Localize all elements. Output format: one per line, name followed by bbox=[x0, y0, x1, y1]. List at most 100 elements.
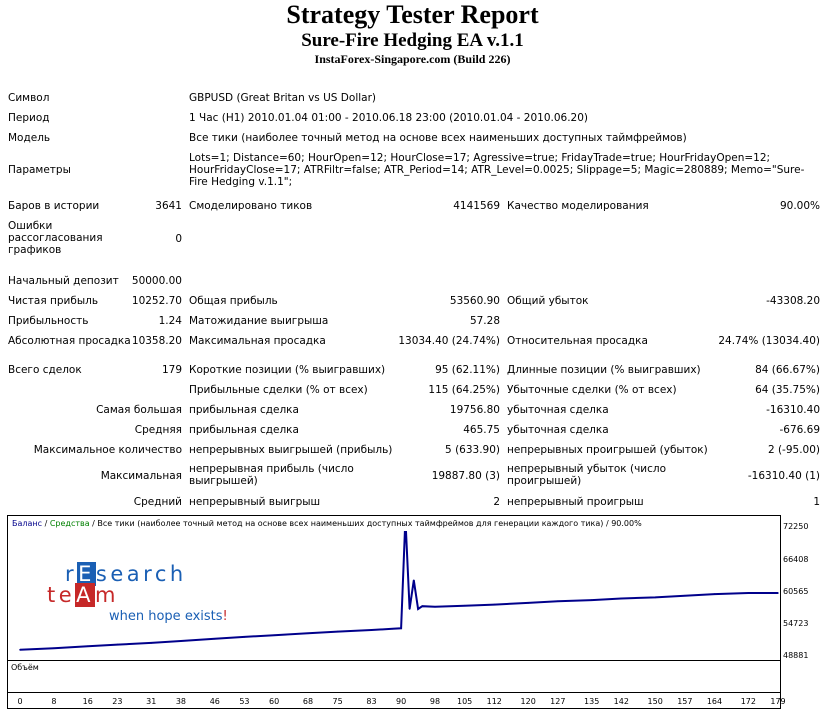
data-point bbox=[273, 634, 275, 636]
x-tick-label: 135 bbox=[584, 697, 600, 706]
profit-factor-label: Прибыльность bbox=[8, 315, 89, 327]
deposit-value: 50000.00 bbox=[131, 275, 182, 287]
y-tick-label: 54723 bbox=[783, 619, 809, 628]
avg-label: Средний bbox=[133, 496, 182, 508]
avg-consec-losses-value: 1 bbox=[813, 496, 820, 508]
data-point bbox=[400, 627, 402, 630]
data-point bbox=[421, 605, 424, 607]
logo-team-post: m bbox=[95, 583, 119, 607]
data-point bbox=[391, 628, 394, 630]
data-point bbox=[590, 599, 593, 601]
largest-profit-value: 19756.80 bbox=[449, 404, 500, 416]
average-loss-label: убыточная сделка bbox=[507, 424, 609, 436]
ticks-value: 4141569 bbox=[453, 200, 500, 212]
data-point bbox=[463, 604, 466, 607]
data-point bbox=[150, 642, 153, 644]
largest-loss-value: -16310.40 bbox=[766, 404, 820, 416]
long-positions-label: Длинные позиции (% выигравших) bbox=[507, 364, 701, 376]
max-consec-profit-label: непрерывная прибыль (число выигрышей) bbox=[189, 463, 354, 487]
gross-loss-value: -43308.20 bbox=[766, 295, 820, 307]
data-point bbox=[557, 600, 559, 602]
max-drawdown-label: Максимальная просадка bbox=[189, 335, 326, 347]
max-drawdown-value: 13034.40 (24.74%) bbox=[398, 335, 500, 347]
quality-label: Качество моделирования bbox=[507, 200, 649, 212]
quality-value: 90.00% bbox=[779, 200, 820, 212]
series-line-0 bbox=[19, 531, 778, 651]
symbol-value: GBPUSD (Great Britan vs US Dollar) bbox=[189, 92, 376, 104]
logo-team-pre: te bbox=[47, 583, 76, 607]
legend-separator: / bbox=[42, 519, 50, 528]
x-tick-label: 98 bbox=[429, 697, 441, 706]
long-positions-value: 84 (66.67%) bbox=[755, 364, 820, 376]
x-tick-label: 112 bbox=[486, 697, 502, 706]
logo-tagline: when hope exists! bbox=[109, 609, 228, 624]
ticks-label: Смоделировано тиков bbox=[189, 200, 313, 212]
data-point bbox=[434, 606, 436, 608]
data-point bbox=[336, 630, 339, 633]
data-point bbox=[87, 645, 89, 647]
net-profit-label: Чистая прибыль bbox=[8, 295, 99, 307]
gross-loss-label: Общий убыток bbox=[507, 295, 589, 307]
volume-panel: Объём bbox=[8, 660, 780, 693]
volume-label: Объём bbox=[11, 663, 39, 672]
data-point bbox=[408, 608, 411, 610]
average-profit-value: 465.75 bbox=[463, 424, 500, 436]
profit-factor-value: 1.24 bbox=[158, 315, 182, 327]
x-tick-label: 60 bbox=[268, 697, 280, 706]
report-subtitle: Sure-Fire Hedging EA v.1.1 bbox=[301, 30, 524, 51]
data-point bbox=[684, 594, 686, 597]
rel-drawdown-label: Относительная просадка bbox=[507, 335, 648, 347]
x-tick-label: 23 bbox=[112, 697, 123, 706]
total-trades-label: Всего сделок bbox=[8, 364, 82, 376]
total-trades-value: 179 bbox=[161, 364, 182, 376]
short-positions-value: 95 (62.11%) bbox=[435, 364, 500, 376]
abs-drawdown-label: Абсолютная просадка bbox=[8, 335, 131, 347]
data-point bbox=[19, 649, 21, 651]
y-tick-label: 66408 bbox=[783, 555, 809, 564]
x-tick-label: 16 bbox=[82, 697, 93, 706]
params-label: Параметры bbox=[8, 164, 71, 176]
logo-tagline-bang: ! bbox=[222, 609, 228, 624]
largest-profit-label: прибыльная сделка bbox=[189, 404, 299, 416]
period-label: Период bbox=[8, 112, 50, 124]
x-tick-label: 38 bbox=[175, 697, 186, 706]
profit-trades-value: 115 (64.25%) bbox=[428, 384, 500, 396]
data-point bbox=[413, 579, 415, 582]
report-title: Strategy Tester Report bbox=[286, 0, 539, 29]
x-tick-label: 31 bbox=[146, 697, 157, 706]
bars-label: Баров в истории bbox=[8, 200, 100, 212]
data-point bbox=[116, 643, 119, 646]
gross-profit-label: Общая прибыль bbox=[189, 295, 278, 307]
max-consec-loss-label: непрерывный убыток (число проигрышей) bbox=[507, 463, 667, 487]
x-tick-label: 172 bbox=[740, 697, 756, 706]
logo-team-box: A bbox=[75, 583, 96, 607]
y-tick-label: 60565 bbox=[783, 587, 809, 596]
gross-profit-value: 53560.90 bbox=[449, 295, 500, 307]
data-point bbox=[747, 592, 750, 594]
legend-balance: Баланс bbox=[12, 519, 43, 528]
data-point bbox=[214, 638, 216, 640]
net-profit-value: 10252.70 bbox=[131, 295, 182, 307]
abs-drawdown-value: 10358.20 bbox=[131, 335, 182, 347]
x-tick-label: 75 bbox=[332, 697, 343, 706]
max-consec-wins-label: непрерывных выигрышей (прибыль) bbox=[189, 444, 393, 456]
max-consec-wins-value: 5 (633.90) bbox=[445, 444, 500, 456]
max-consec-profit-value: 19887.80 (3) bbox=[431, 470, 500, 482]
x-tick-label: 150 bbox=[647, 697, 663, 706]
deposit-label: Начальный депозит bbox=[8, 275, 119, 287]
data-point bbox=[53, 647, 55, 649]
x-tick-label: 179 bbox=[770, 697, 786, 706]
balance-chart: Баланс / Средства / Все тики (наиболее т… bbox=[7, 515, 781, 709]
x-tick-label: 8 bbox=[51, 697, 57, 706]
chart-legend: Баланс / Средства / Все тики (наиболее т… bbox=[12, 519, 642, 529]
data-point bbox=[243, 636, 246, 638]
data-point bbox=[777, 592, 779, 594]
x-tick-label: 83 bbox=[366, 697, 377, 706]
profit-trades-label: Прибыльные сделки (% от всех) bbox=[189, 384, 368, 396]
logo-research-box: E bbox=[77, 562, 96, 586]
model-label: Модель bbox=[8, 132, 51, 144]
report-build: InstaForex-Singapore.com (Build 226) bbox=[314, 52, 511, 66]
avg-consec-wins-value: 2 bbox=[493, 496, 500, 508]
legend-description: / Все тики (наиболее точный метод на осн… bbox=[89, 519, 642, 528]
logo-tagline-text: when hope exists bbox=[109, 609, 223, 624]
